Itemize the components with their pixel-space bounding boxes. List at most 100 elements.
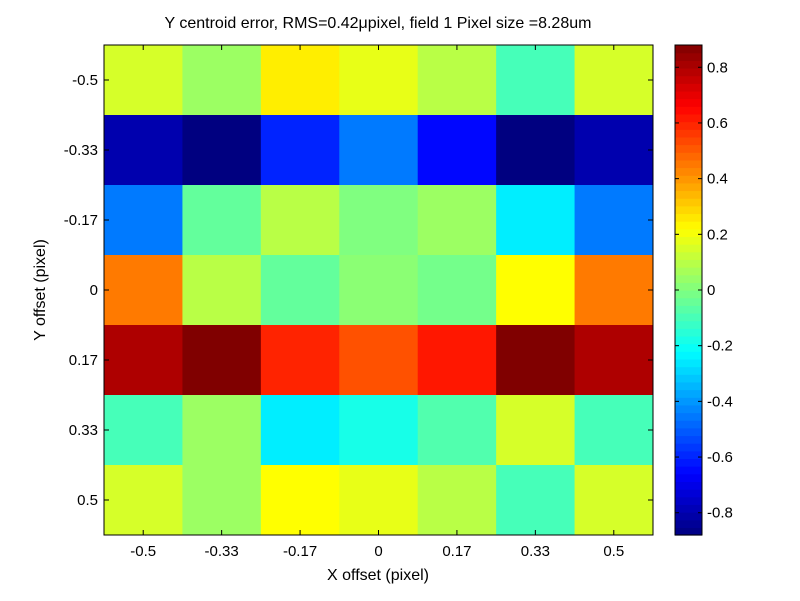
heatmap-cell bbox=[339, 465, 419, 536]
colorbar-segment bbox=[675, 496, 702, 505]
colorbar-segment bbox=[675, 259, 702, 268]
heatmap-cell bbox=[182, 395, 262, 466]
colorbar-segment bbox=[675, 175, 702, 184]
colorbar-tick-label: -0.8 bbox=[707, 505, 733, 522]
y-tick-label: -0.5 bbox=[72, 72, 98, 89]
colorbar-segment bbox=[675, 443, 702, 452]
x-tick-label: 0.17 bbox=[442, 543, 471, 560]
colorbar-segment bbox=[675, 106, 702, 115]
heatmap-cell bbox=[574, 395, 654, 466]
colorbar-segment bbox=[675, 205, 702, 215]
y-tick-label: 0 bbox=[90, 282, 98, 299]
heatmap-cell bbox=[574, 325, 654, 396]
heatmap-cell bbox=[260, 255, 340, 326]
heatmap-cell bbox=[417, 325, 497, 396]
colorbar-segment bbox=[675, 397, 702, 406]
heatmap-cell bbox=[260, 395, 340, 466]
colorbar-segment bbox=[675, 305, 702, 314]
heatmap-cell bbox=[104, 325, 183, 396]
colorbar-segment bbox=[675, 244, 702, 253]
colorbar-segment bbox=[675, 213, 702, 222]
colorbar-segment bbox=[675, 504, 702, 513]
x-tick-label: -0.33 bbox=[205, 543, 239, 560]
x-tick-label: -0.5 bbox=[130, 543, 156, 560]
heatmap-cell bbox=[574, 45, 654, 116]
heatmap-cell bbox=[339, 115, 419, 186]
colorbar-segment bbox=[675, 381, 702, 391]
colorbar-segment bbox=[675, 45, 702, 54]
colorbar: -0.8 -0.6 -0.4 -0.2 0 0.2 0.4 0.6 0.8 bbox=[674, 44, 733, 536]
colorbar-segment bbox=[675, 121, 702, 130]
heatmap-cell bbox=[496, 185, 576, 256]
heatmap-cells bbox=[104, 45, 654, 536]
colorbar-segment bbox=[675, 358, 702, 368]
colorbar-tick-label: 0 bbox=[707, 282, 715, 299]
colorbar-segment bbox=[675, 198, 702, 207]
colorbar-segment bbox=[675, 404, 702, 414]
colorbar-segment bbox=[675, 343, 702, 352]
heatmap-cell bbox=[260, 325, 340, 396]
heatmap-cell bbox=[182, 465, 262, 536]
heatmap-cell bbox=[104, 395, 183, 466]
heatmap-cell bbox=[417, 185, 497, 256]
colorbar-segment bbox=[675, 221, 702, 230]
colorbar-segment bbox=[675, 282, 702, 291]
colorbar-segment bbox=[675, 75, 702, 84]
colorbar-segment bbox=[675, 83, 702, 92]
colorbar-segment bbox=[675, 519, 702, 528]
colorbar-segment bbox=[675, 236, 702, 245]
heatmap-cell bbox=[182, 45, 262, 116]
heatmap-cell bbox=[574, 465, 654, 536]
colorbar-tick-label: 0.6 bbox=[707, 115, 728, 132]
chart-title: Y centroid error, RMS=0.42μpixel, field … bbox=[165, 15, 592, 32]
colorbar-segment bbox=[675, 297, 702, 306]
heatmap-cell bbox=[104, 465, 183, 536]
colorbar-tick-label: 0.8 bbox=[707, 59, 728, 76]
colorbar-segment bbox=[675, 52, 702, 61]
x-tick-label: 0.5 bbox=[603, 543, 624, 560]
colorbar-tick-label: -0.6 bbox=[707, 449, 733, 466]
y-axis-label: Y offset (pixel) bbox=[32, 239, 49, 341]
heatmap-cell bbox=[104, 45, 183, 116]
colorbar-segment bbox=[675, 366, 702, 375]
colorbar-segment bbox=[675, 90, 702, 100]
heatmap-cell bbox=[574, 115, 654, 186]
colorbar-segment bbox=[675, 67, 702, 77]
heatmap-cell bbox=[496, 45, 576, 116]
colorbar-segment bbox=[675, 228, 702, 238]
heatmap-cell bbox=[339, 255, 419, 326]
colorbar-segment bbox=[675, 473, 702, 483]
heatmap-cell bbox=[574, 185, 654, 256]
x-tick-label: 0 bbox=[374, 543, 382, 560]
heatmap-cell bbox=[417, 45, 497, 116]
y-tick-label: 0.17 bbox=[69, 352, 98, 369]
colorbar-segment bbox=[675, 489, 702, 498]
colorbar-segment bbox=[675, 512, 702, 521]
colorbar-segment bbox=[675, 167, 702, 176]
heatmap-cell bbox=[182, 115, 262, 186]
heatmap-cell bbox=[496, 395, 576, 466]
heatmap-cell bbox=[260, 45, 340, 116]
heatmap-cell bbox=[496, 325, 576, 396]
heatmap-cell bbox=[496, 465, 576, 536]
heatmap-cell bbox=[104, 255, 183, 326]
colorbar-segment bbox=[675, 466, 702, 475]
heatmap-cell bbox=[574, 255, 654, 326]
colorbar-segment bbox=[675, 274, 702, 283]
colorbar-tick-label: -0.2 bbox=[707, 338, 733, 355]
colorbar-segment bbox=[675, 60, 702, 69]
heatmap-cell bbox=[417, 465, 497, 536]
colorbar-segment bbox=[675, 129, 702, 138]
heatmap-cell bbox=[339, 395, 419, 466]
heatmap-cell bbox=[260, 185, 340, 256]
heatmap-cell bbox=[182, 255, 262, 326]
colorbar-segment bbox=[675, 98, 702, 107]
colorbar-segment bbox=[675, 328, 702, 337]
colorbar-segment bbox=[675, 450, 702, 460]
heatmap-cell bbox=[104, 185, 183, 256]
heatmap-cell bbox=[260, 465, 340, 536]
heatmap-cell bbox=[182, 185, 262, 256]
colorbar-tick-label: -0.4 bbox=[707, 393, 733, 410]
x-tick-label: -0.17 bbox=[283, 543, 317, 560]
